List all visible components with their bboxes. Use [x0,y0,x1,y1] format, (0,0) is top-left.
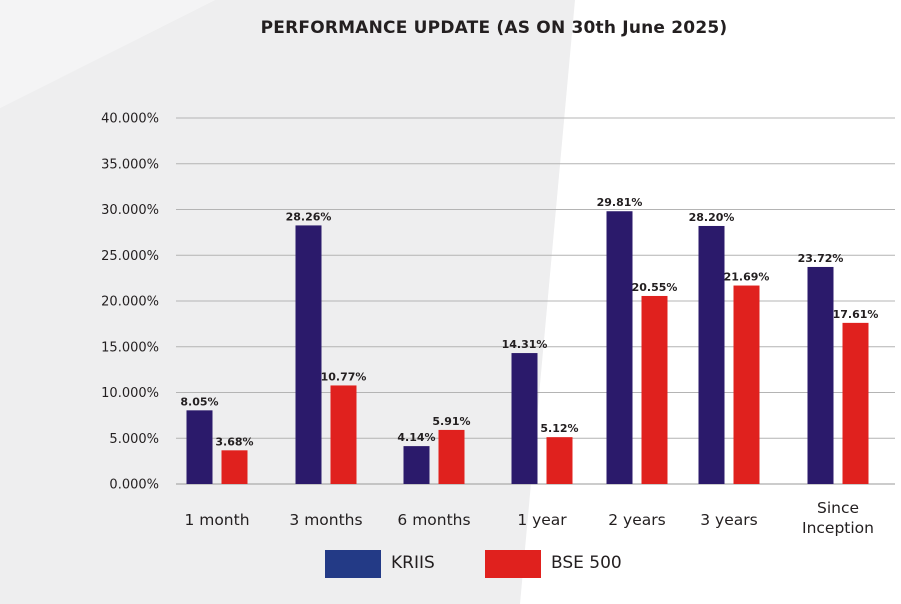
bars [186,211,869,484]
y-tick-label: 20.000% [101,295,159,310]
data-labels: 8.05% 3.68% 28.26% 10.77% 4.14% 5.91% 14.31% 5.… [180,196,878,448]
bar-bse-500 [438,429,465,484]
data-label: 5.12% [540,422,578,435]
bar-kriis [606,211,633,484]
data-label: 28.26% [286,210,332,223]
bar-bse-500 [733,285,760,484]
bar-bse-500 [330,385,357,484]
y-tick-label: 25.000% [101,249,159,264]
x-tick-label: 2 years [608,511,665,529]
x-tick-label: 6 months [397,511,470,529]
bar-kriis [511,353,538,484]
bar-kriis [295,225,322,484]
data-label: 23.72% [798,252,844,265]
data-label: 8.05% [180,395,218,408]
y-tick-label: 30.000% [101,203,159,218]
data-label: 5.91% [432,415,470,428]
data-label: 4.14% [397,431,435,444]
data-label: 14.31% [502,338,548,351]
bar-kriis [807,266,834,484]
bar-bse-500 [842,322,869,484]
y-tick-label: 40.000% [101,112,159,127]
bar-kriis [403,446,430,484]
y-tick-label: 5.000% [109,432,159,447]
bar-kriis [186,410,213,484]
x-tick-label: Since Inception [802,499,874,537]
y-axis-labels: 0.000% 5.000% 10.000% 15.000% 20.000% 25.000%… [101,112,159,493]
x-axis-labels: 1 month 3 months 6 months 1 year 2 years 3 ye… [184,499,874,537]
x-tick-label: 1 year [517,511,567,529]
y-tick-label: 35.000% [101,157,159,172]
bar-bse-500 [546,437,573,484]
chart-title: PERFORMANCE UPDATE (AS ON 30th June 2025… [260,18,728,38]
legend-label-kriis: KRIIS [391,553,435,573]
y-tick-label: 10.000% [101,386,159,401]
bar-bse-500 [641,295,668,484]
bar-kriis [698,225,725,484]
data-label: 28.20% [689,211,735,224]
y-tick-label: 15.000% [101,340,159,355]
legend-label-bse-500: BSE 500 [551,553,622,573]
y-tick-label: 0.000% [109,478,159,493]
x-tick-label: 1 month [184,511,249,529]
data-label: 21.69% [724,271,770,284]
legend-swatch-kriis [325,550,381,578]
data-label: 10.77% [321,370,367,383]
x-tick-label: 3 months [289,511,362,529]
x-tick-label: 3 years [700,511,757,529]
data-label: 20.55% [632,281,678,294]
bar-bse-500 [221,450,248,484]
data-label: 17.61% [833,308,879,321]
data-label: 3.68% [215,435,253,448]
data-label: 29.81% [597,196,643,209]
legend-swatch-bse-500 [485,550,541,578]
